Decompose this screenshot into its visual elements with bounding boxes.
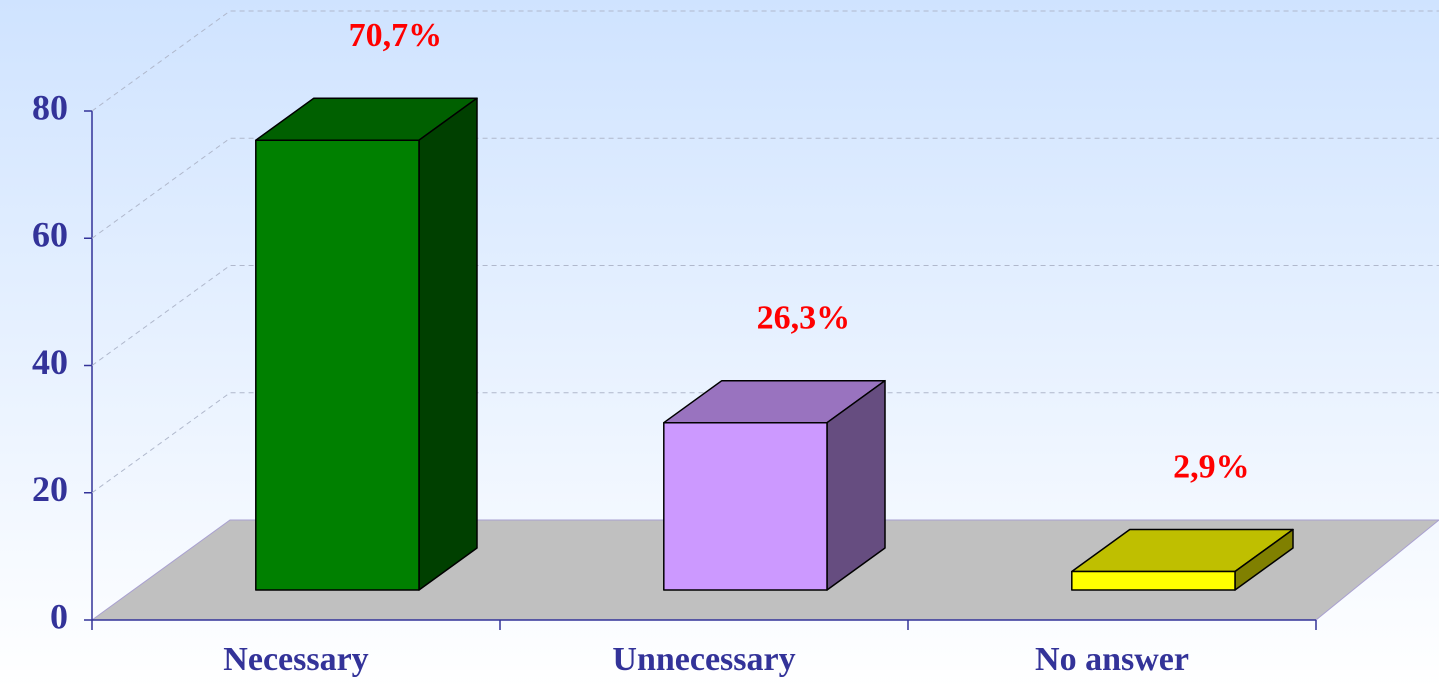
bar-front: [663, 421, 828, 591]
x-tick-label: Necessary: [223, 641, 368, 678]
value-label: 26,3%: [757, 299, 851, 336]
y-tick-label: 0: [50, 596, 68, 636]
x-axis-ticks: [91, 620, 1317, 630]
bar-side: [418, 97, 478, 591]
bar-front: [255, 139, 420, 591]
bar-front: [1071, 570, 1236, 591]
x-tick-label: No answer: [1035, 641, 1189, 678]
y-tick-label: 60: [32, 215, 68, 255]
grid-line: [91, 10, 1439, 112]
grid-line: [91, 265, 1439, 366]
y-tick-label: 80: [32, 87, 68, 127]
x-tick-label: Unnecessary: [612, 641, 795, 678]
grid-line: [91, 392, 1439, 494]
value-label: 70,7%: [349, 17, 443, 54]
y-tick-label: 20: [32, 469, 68, 509]
value-label: 2,9%: [1173, 448, 1250, 485]
y-tick-label: 40: [32, 342, 68, 382]
grid-line: [91, 137, 1439, 239]
